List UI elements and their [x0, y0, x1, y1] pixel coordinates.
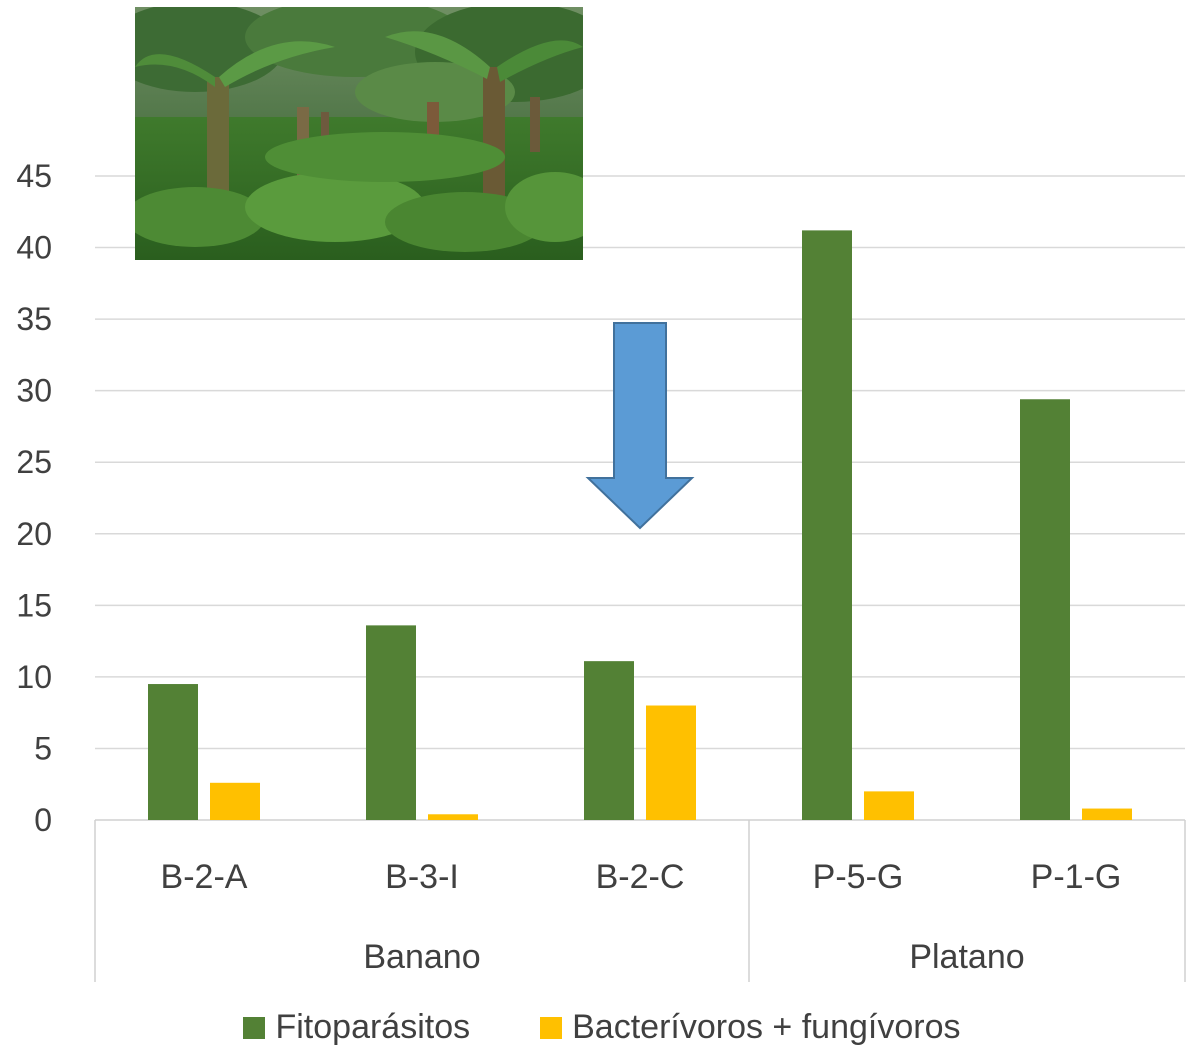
group-label: Banano [363, 938, 480, 976]
y-tick-label: 0 [34, 802, 52, 838]
legend-item-fitoparasitos: Fitoparásitos [243, 1008, 470, 1047]
x-tick-label: B-2-A [161, 858, 248, 896]
banana-plantation-photo [135, 7, 583, 260]
legend: Fitoparásitos Bacterívoros + fungívoros [0, 1008, 1204, 1047]
y-tick-label: 40 [16, 230, 52, 266]
bar-fitoparasitos-P-5-G [802, 230, 852, 821]
bars [148, 230, 1132, 821]
bar-bacterivoros-B-2-C [646, 705, 696, 820]
bar-bacterivoros-P-5-G [864, 791, 914, 820]
category-axis: Banano Platano B-2-A B-3-I B-2-C P-5-G P-1-G [94, 820, 1186, 982]
y-tick-label: 30 [16, 373, 52, 409]
bar-bacterivoros-B-3-I [428, 814, 478, 820]
legend-swatch-green [243, 1016, 266, 1039]
y-tick-label: 20 [16, 516, 52, 552]
x-tick-label: B-3-I [385, 858, 459, 896]
bar-bacterivoros-B-2-A [210, 782, 260, 820]
y-tick-label: 10 [16, 659, 52, 695]
down-arrow-icon [585, 322, 695, 530]
bar-fitoparasitos-B-2-A [148, 684, 198, 820]
legend-label: Bacterívoros + fungívoros [572, 1008, 961, 1046]
down-arrow-annotation [585, 322, 695, 530]
legend-label: Fitoparásitos [275, 1008, 471, 1046]
y-tick-label: 35 [16, 301, 52, 337]
y-tick-label: 5 [34, 730, 52, 766]
bar-fitoparasitos-P-1-G [1020, 399, 1070, 820]
y-axis-tick-labels: 0 5 10 15 20 25 30 35 40 45 [16, 158, 52, 838]
legend-item-bacterivoros: Bacterívoros + fungívoros [540, 1008, 961, 1047]
x-tick-label: B-2-C [596, 858, 685, 896]
bar-fitoparasitos-B-3-I [366, 625, 416, 820]
x-tick-label: P-1-G [1031, 858, 1122, 896]
bar-fitoparasitos-B-2-C [584, 661, 634, 820]
y-tick-label: 25 [16, 444, 52, 480]
y-tick-label: 15 [16, 587, 52, 623]
y-tick-label: 45 [16, 158, 52, 194]
group-label: Platano [909, 938, 1024, 976]
x-tick-label: P-5-G [813, 858, 904, 896]
bar-bacterivoros-P-1-G [1082, 808, 1132, 820]
legend-swatch-yellow [540, 1016, 563, 1039]
